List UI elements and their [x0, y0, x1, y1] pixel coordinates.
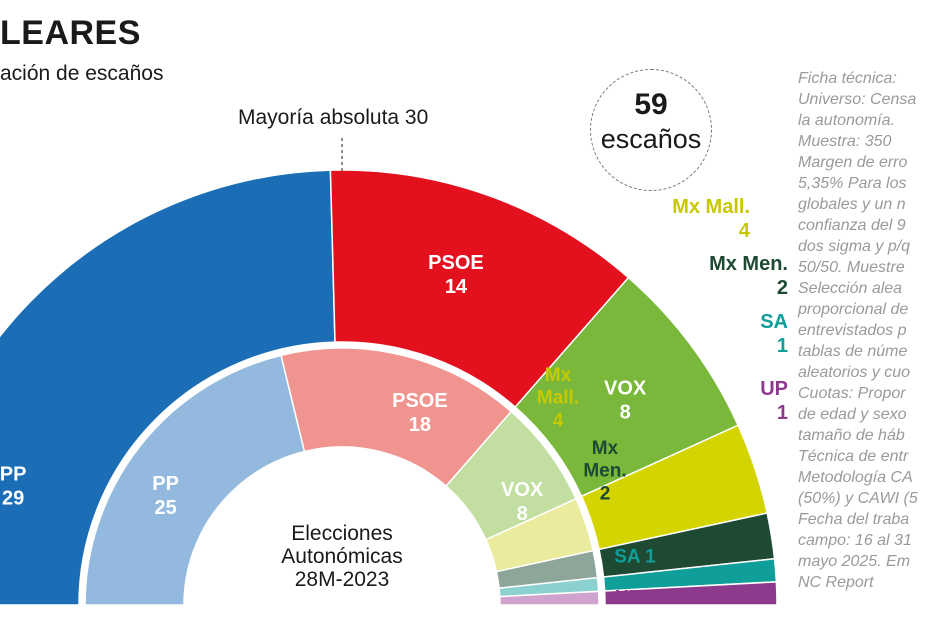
seat-label: PSOE 14: [428, 252, 484, 298]
caption-line: Autonómicas: [281, 545, 403, 568]
inner-ring-caption: Elecciones Autonómicas 28M-2023: [258, 522, 426, 591]
outer-ring-labels: PP 29 PSOE 14 VOX 8 Mx Mall. 4 Mx Men. 2 SA 1 UP 1: [0, 196, 788, 509]
caption-line: 28M-2023: [294, 568, 390, 591]
seat-label: VOX 8: [501, 479, 544, 525]
majority-label: Mayoría absoluta 30: [238, 106, 429, 129]
seat-arc-pp: [0, 169, 336, 606]
outer-ring-2025: [0, 169, 778, 606]
inner-ring-2023: [84, 347, 600, 606]
seat-label: UP 1: [760, 378, 788, 424]
seat-label: VOX 8: [604, 377, 647, 423]
seat-label: SA 1: [760, 311, 788, 357]
seat-label: PSOE 18: [392, 390, 448, 436]
total-seats-badge: 59 escaños: [590, 69, 712, 191]
seat-label: Mx Men. 2: [709, 253, 788, 299]
seat-label: PP 25: [152, 473, 179, 519]
seat-label: Mx Mall. 4: [672, 196, 751, 242]
caption-line: Elecciones: [291, 522, 393, 545]
inner-ring-labels: PP 25 PSOE 18 VOX 8 Mx Mall. 4Mx Men. 2 SA 1 UP 1: [152, 365, 657, 609]
seat-label: PP 29: [0, 463, 26, 509]
page-subtitle: ación de escaños: [0, 62, 164, 85]
total-seats-unit: escaños: [600, 124, 702, 154]
seat-arc-up: [603, 581, 778, 606]
seat-label: UP 1: [615, 588, 657, 609]
technical-sheet: Ficha técnica: Universo: Censa la autono…: [798, 70, 918, 591]
seat-label: Mx Men. 2: [583, 438, 626, 505]
seat-arc-pp: [84, 354, 306, 606]
seat-arc-up: [498, 590, 600, 606]
seat-label: Mx Mall. 4: [537, 365, 579, 432]
page-title: LEARES: [0, 14, 141, 52]
total-seats-number: 59: [634, 88, 668, 121]
seat-label: SA 1: [614, 547, 656, 568]
